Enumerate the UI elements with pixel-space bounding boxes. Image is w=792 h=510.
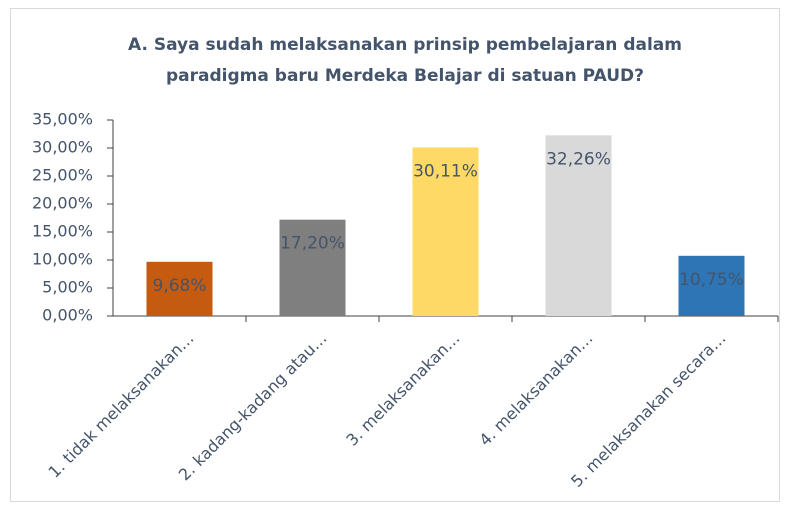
chart-frame: [10, 8, 780, 502]
data-label: 9,68%: [152, 276, 206, 296]
bar: [412, 147, 479, 316]
y-tick-label: 5,00%: [42, 278, 93, 297]
chart-title: A. Saya sudah melaksanakan prinsip pembe…: [128, 35, 682, 86]
x-tick-label: 2. kadang-kadang atau…: [175, 329, 331, 485]
y-tick-label: 15,00%: [32, 222, 93, 241]
data-label: 30,11%: [413, 161, 478, 181]
x-tick-label: 3. melaksanakan…: [342, 329, 463, 450]
y-tick-label: 30,00%: [32, 138, 93, 157]
data-label: 17,20%: [280, 234, 345, 254]
y-tick-label: 20,00%: [32, 194, 93, 213]
y-tick-label: 25,00%: [32, 166, 93, 185]
bar: [279, 219, 346, 316]
y-tick-label: 35,00%: [32, 110, 93, 129]
data-label: 10,75%: [679, 270, 744, 290]
x-tick-label: 5. melaksanakan secara…: [567, 329, 729, 491]
bar: [146, 261, 213, 316]
data-label: 32,26%: [546, 149, 611, 169]
x-tick-label: 4. melaksanakan…: [475, 329, 596, 450]
y-tick-label: 10,00%: [32, 250, 93, 269]
bar: [678, 255, 745, 316]
bar: [545, 135, 612, 316]
x-tick-label: 1. tidak melaksanakan…: [45, 329, 198, 482]
y-tick-label: 0,00%: [42, 306, 93, 325]
